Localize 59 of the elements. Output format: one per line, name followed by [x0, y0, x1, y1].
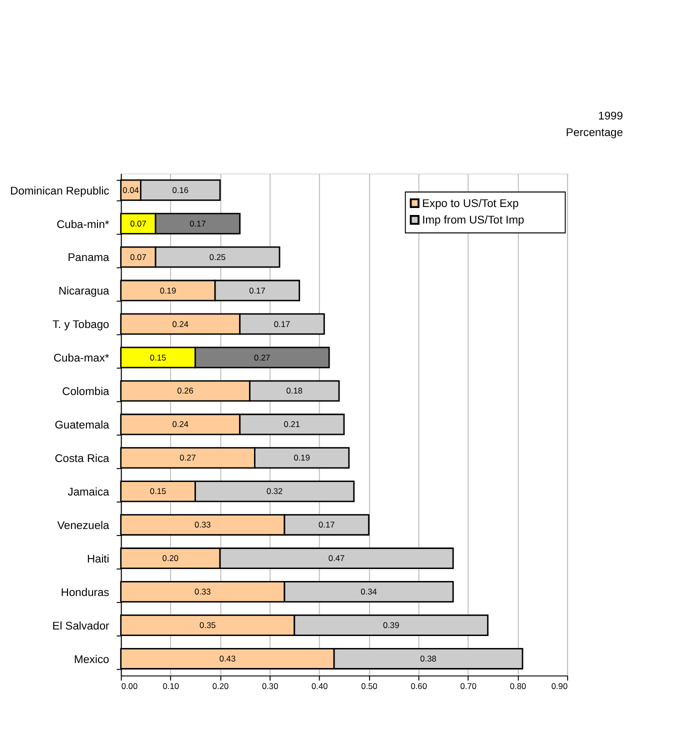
data-label: 0.19	[160, 285, 176, 296]
data-label: 0.24	[172, 419, 189, 430]
data-label: 0.18	[286, 386, 303, 396]
y-tick-label: Cuba-max*	[54, 352, 110, 365]
data-label: 0.17	[274, 318, 290, 329]
data-label: 0.39	[382, 620, 400, 630]
data-label: 0.47	[328, 553, 346, 564]
y-tick-label: Guatemala	[54, 420, 110, 432]
x-tick-label: 0.40	[312, 680, 328, 691]
data-label: 0.21	[284, 419, 300, 430]
x-tick-label: 0.70	[460, 680, 477, 691]
data-label: 0.16	[172, 184, 189, 195]
x-tick-label: 0.20	[212, 680, 229, 691]
y-tick-label: Dominican Republic	[10, 185, 110, 198]
data-label: 0.17	[190, 218, 206, 228]
data-label: 0.07	[130, 252, 147, 262]
data-label: 0.43	[219, 653, 236, 664]
data-label: 0.34	[360, 586, 378, 597]
data-label: 0.32	[266, 486, 284, 496]
data-label: 0.17	[318, 520, 336, 530]
y-tick-label: Colombia	[62, 386, 110, 398]
data-label: 0.19	[294, 452, 310, 463]
data-label: 0.07	[130, 218, 147, 228]
y-tick-label: Costa Rica	[54, 453, 110, 466]
data-label: 0.33	[194, 586, 212, 597]
data-label: 0.17	[249, 285, 266, 296]
x-tick-label: 0.80	[510, 680, 526, 691]
legend-label: Expo to US/Tot Exp	[422, 198, 519, 210]
y-tick-label: T. y Tobago	[52, 319, 110, 332]
x-tick-label: 0.90	[551, 680, 568, 691]
x-tick-label: 0.00	[121, 680, 138, 691]
text: Percentage	[566, 127, 623, 140]
x-tick-label: 0.30	[262, 680, 279, 691]
x-tick-label: 0.10	[162, 680, 180, 691]
data-label: 0.24	[172, 318, 189, 329]
data-label: 0.15	[150, 352, 167, 362]
text: 1999	[598, 110, 623, 122]
data-label: 0.35	[200, 620, 216, 630]
data-label: 0.20	[162, 553, 179, 564]
y-tick-label: Jamaica	[68, 486, 110, 499]
y-tick-label: Mexico	[74, 654, 110, 666]
y-tick-label: El Salvador	[52, 620, 110, 632]
y-tick-label: Haiti	[86, 553, 110, 566]
y-tick-label: Honduras	[60, 586, 110, 599]
x-tick-label: 0.50	[361, 680, 378, 691]
data-label: 0.27	[180, 452, 196, 463]
y-tick-label: Panama	[68, 252, 110, 264]
y-tick-label: Venezuela	[57, 520, 110, 532]
data-label: 0.38	[420, 653, 437, 664]
data-label: 0.33	[194, 520, 212, 530]
data-label: 0.15	[150, 486, 167, 496]
data-label: 0.04	[122, 184, 140, 195]
data-label: 0.27	[254, 352, 271, 362]
data-label: 0.25	[209, 252, 226, 262]
y-tick-label: Cuba-min*	[56, 218, 110, 231]
x-tick-label: 0.60	[410, 680, 428, 691]
legend-label: Imp from US/Tot Imp	[422, 214, 524, 227]
y-tick-label: Nicaragua	[58, 286, 110, 298]
data-label: 0.26	[177, 386, 194, 396]
